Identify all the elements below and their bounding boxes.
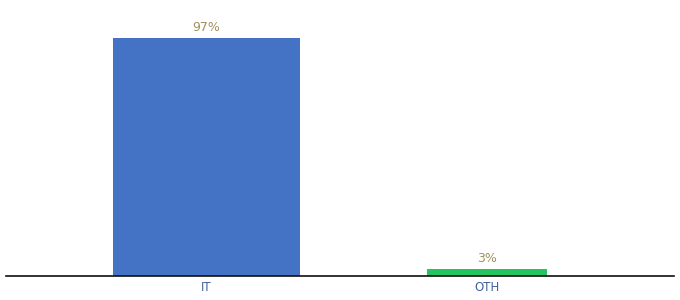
Text: 3%: 3% [477,252,497,265]
Bar [113,38,300,276]
Text: 97%: 97% [192,21,220,34]
Bar [427,268,547,276]
